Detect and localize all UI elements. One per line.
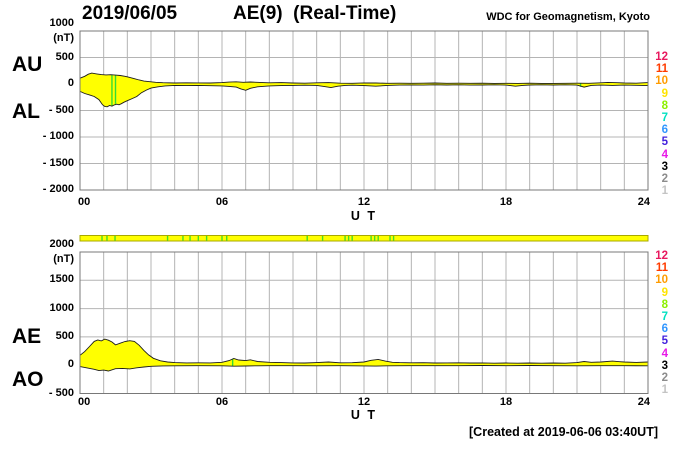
ae-trace: [79, 338, 649, 364]
y-tick-label: - 500: [48, 103, 74, 116]
hour-scale-8: 8: [661, 298, 668, 311]
hour-scale-1: 1: [661, 185, 668, 198]
plot-frame: [79, 251, 649, 394]
axis-label-ao: AO: [12, 368, 44, 391]
hour-scale-5: 5: [661, 136, 668, 149]
hour-scale-3: 3: [661, 359, 668, 372]
hour-scale-10: 10: [655, 75, 668, 88]
y-tick-label: - 1000: [42, 130, 74, 142]
hour-scale-6: 6: [661, 323, 668, 336]
ae-ao-chart: [79, 251, 649, 394]
x-tick-label: 24: [637, 196, 650, 208]
plot-credit: WDC for Geomagnetism, Kyoto: [486, 11, 650, 23]
hour-scale-4: 4: [661, 148, 668, 161]
hour-scale-7: 7: [661, 112, 668, 124]
y-tick-label: 1000: [49, 301, 74, 314]
hour-scale-9: 9: [661, 87, 668, 100]
axis-label-au: AU: [12, 53, 43, 76]
created-timestamp: [Created at 2019-06-06 03:40UT]: [469, 425, 658, 439]
al-trace: [79, 84, 649, 108]
au-al-chart: [79, 30, 649, 191]
ao-trace: [79, 365, 649, 372]
plot-date: 2019/06/05: [82, 3, 178, 24]
y-tick-label: 0: [67, 358, 74, 371]
y-tick-label: 500: [55, 329, 74, 342]
x-tick-label: 24: [637, 396, 650, 408]
hour-scale-5: 5: [661, 335, 668, 348]
x-tick-label: 12: [357, 396, 371, 408]
hour-scale-12: 12: [655, 250, 668, 262]
hour-scale-12: 12: [655, 51, 668, 63]
hour-scale-9: 9: [661, 286, 668, 299]
plot-title: AE(9) (Real-Time): [233, 3, 397, 24]
x-tick-label: 00: [78, 396, 91, 408]
x-tick-label: 12: [357, 196, 371, 208]
hour-scale-3: 3: [661, 160, 668, 173]
availability-bar: [79, 235, 649, 242]
x-tick-label: 06: [215, 396, 229, 408]
unit-label: (nT): [53, 32, 74, 44]
plot-frame: [79, 30, 649, 191]
axis-label-ae: AE: [12, 325, 42, 348]
x-tick-label: 06: [215, 196, 229, 208]
hour-scale-11: 11: [655, 262, 668, 275]
hour-scale-4: 4: [661, 347, 668, 360]
au-trace: [79, 72, 649, 84]
y-tick-label: - 2000: [42, 183, 74, 195]
hour-scale-6: 6: [661, 124, 668, 137]
y-tick-label: 1000: [49, 17, 74, 29]
y-tick-label: - 1500: [42, 156, 74, 169]
hour-scale-2: 2: [661, 372, 668, 384]
y-tick-label: 2000: [49, 238, 74, 250]
hour-scale-8: 8: [661, 99, 668, 112]
y-tick-label: 1500: [49, 273, 74, 286]
hour-scale-1: 1: [661, 384, 668, 397]
axis-label-al: AL: [12, 100, 40, 123]
unit-label: (nT): [53, 253, 74, 265]
hour-scale-7: 7: [661, 311, 668, 323]
y-tick-label: 500: [55, 50, 74, 63]
x-tick-label: 00: [78, 196, 91, 208]
y-tick-label: - 500: [48, 386, 74, 399]
x-tick-label: 18: [499, 196, 513, 208]
hour-scale-11: 11: [655, 63, 668, 76]
x-tick-label: 18: [499, 396, 513, 408]
y-tick-label: 0: [67, 77, 74, 89]
ut-axis-label: U T: [350, 209, 378, 223]
ut-axis-label: U T: [350, 408, 378, 422]
hour-scale-10: 10: [655, 274, 668, 287]
hour-scale-2: 2: [661, 173, 668, 185]
